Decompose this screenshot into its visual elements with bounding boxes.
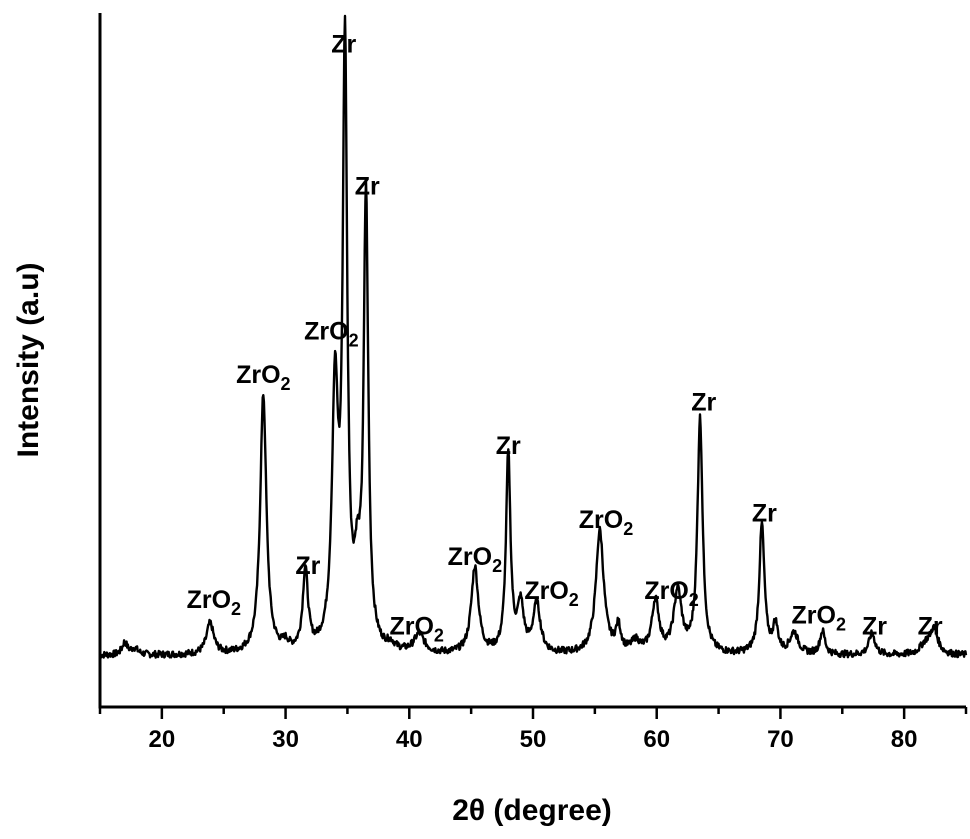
- peak-annotation: Zr: [355, 173, 380, 201]
- x-tick-label: 70: [767, 726, 794, 753]
- x-axis-ticks: 20 30 40 50 60 70 80: [98, 707, 968, 753]
- x-tick-label: 40: [396, 726, 423, 753]
- xrd-trace-layer: [99, 14, 968, 659]
- peak-annotation: Zr: [918, 613, 943, 641]
- peak-annotations: ZrO2 ZrO2 Zr ZrO2 Zr Zr ZrO2 ZrO2 Zr ZrO2 ZrO2 ZrO2…: [187, 31, 943, 646]
- x-tick-label: 30: [272, 726, 299, 753]
- peak-annotation: Zr: [295, 552, 320, 580]
- xrd-pattern-line: [99, 14, 968, 659]
- peak-annotation: Zr: [331, 31, 356, 59]
- peak-annotation: Zr: [862, 613, 887, 641]
- peak-annotation: ZrO2: [792, 601, 846, 634]
- x-tick-label: 80: [891, 726, 918, 753]
- x-tick-label: 20: [149, 726, 176, 753]
- x-tick-label: 50: [520, 726, 547, 753]
- peak-annotation: Zr: [691, 389, 716, 417]
- peak-annotation: ZrO2: [644, 577, 698, 610]
- x-tick-label: 60: [643, 726, 670, 753]
- peak-annotation: Zr: [752, 500, 777, 528]
- peak-annotation: ZrO2: [448, 543, 502, 576]
- peak-annotation: Zr: [496, 432, 521, 460]
- y-axis-label: Intensity (a.u): [12, 262, 45, 457]
- x-axis-label: 2θ (degree): [452, 794, 612, 827]
- peak-annotation: ZrO2: [187, 586, 241, 619]
- peak-annotation: ZrO2: [389, 613, 443, 646]
- peak-annotation: ZrO2: [304, 318, 358, 351]
- peak-annotation: ZrO2: [236, 361, 290, 394]
- peak-annotation: ZrO2: [579, 506, 633, 539]
- peak-annotation: ZrO2: [524, 577, 578, 610]
